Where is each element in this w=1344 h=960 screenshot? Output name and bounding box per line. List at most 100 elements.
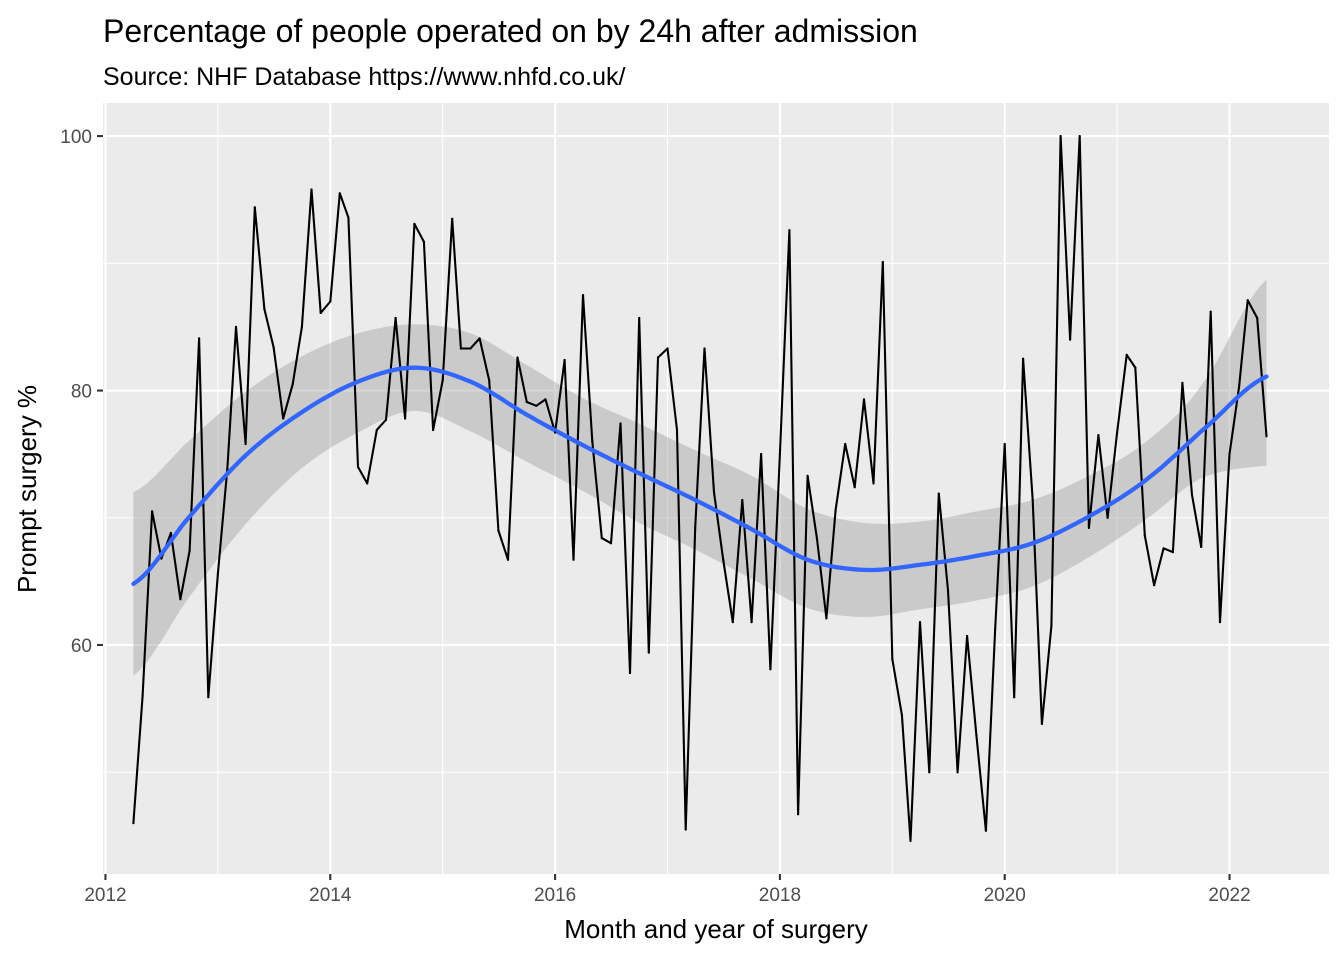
observed-point [928,771,931,774]
y-tick-label: 60 [71,636,92,657]
observed-point [1125,353,1128,356]
observed-point [282,417,285,420]
observed-point [722,558,725,561]
observed-point [1106,516,1109,519]
observed-point [712,491,716,494]
observed-point [600,537,603,540]
observed-point [1040,722,1043,726]
observed-point [750,621,753,624]
observed-point [1246,299,1249,302]
observed-point [1097,434,1100,437]
observed-point [263,308,266,311]
observed-point [1218,621,1222,624]
observed-point [291,383,294,386]
observed-point [384,418,388,421]
observed-point [535,404,538,407]
observed-point [1143,534,1146,537]
observed-point [169,531,172,535]
observed-point [647,651,650,654]
observed-point [563,358,566,362]
observed-point [459,347,462,350]
observed-point [1153,584,1156,587]
observed-point [432,428,435,432]
observed-point [1162,547,1165,550]
observed-point [506,558,510,561]
observed-point [300,325,303,328]
observed-point [253,206,256,209]
observed-points [132,135,1268,843]
observed-point [216,572,219,575]
observed-point [179,598,182,601]
observed-point [769,668,772,671]
observed-point [703,347,706,350]
observed-point [310,188,313,191]
observed-point [554,431,557,434]
observed-point [872,482,875,485]
observed-point [516,356,519,359]
observed-point [984,829,988,832]
observed-series-line [132,135,1268,842]
observed-point [272,346,275,349]
observed-point [853,486,856,489]
observed-point [478,337,481,340]
observed-point [338,192,341,195]
observed-point [525,400,528,404]
observed-point [1200,545,1203,549]
observed-point [226,467,229,470]
x-tick-label: 2022 [1208,885,1250,906]
observed-point [918,621,922,624]
observed-point [1190,493,1194,496]
observed-point [488,379,491,382]
observed-point [937,492,940,495]
observed-point [1013,696,1016,699]
observed-point [966,635,969,638]
observed-point [694,526,697,530]
observed-point [844,442,847,446]
observed-point [319,311,322,314]
x-tick-label: 2016 [534,885,576,906]
observed-point [188,549,191,552]
observed-point [1031,498,1034,502]
y-axis: 60 80 100 [60,127,103,657]
observed-point [198,337,201,340]
observed-point [422,240,425,243]
observed-point [994,627,997,630]
major-gridlines [103,103,1329,874]
observed-point [684,828,687,831]
observed-point [375,428,378,432]
observed-point [451,217,454,220]
observed-point [628,671,632,675]
observed-point [619,422,622,425]
x-tick-label: 2012 [84,885,126,906]
observed-point [956,771,959,774]
observed-point [366,482,369,485]
smooth-trend-line [131,365,1269,587]
observed-point [1209,310,1212,313]
observed-point [497,529,500,532]
observed-point [1238,385,1241,388]
plot-panel [103,103,1329,874]
observed-point [1059,135,1062,138]
chart-title: Percentage of people operated on by 24h … [103,13,918,49]
observed-point [731,621,734,624]
observed-point [244,442,247,446]
observed-point [1134,366,1137,369]
observed-point [544,398,547,401]
observed-point [207,696,210,699]
observed-point [1087,526,1090,530]
y-tick-label: 100 [60,127,92,148]
observed-point [975,734,978,737]
observed-point [675,428,679,432]
observed-point [347,216,350,219]
observed-point [946,589,950,592]
observed-point [404,417,407,420]
confidence-band [133,279,1267,676]
observed-point [825,617,828,620]
observed-point [834,509,837,512]
observed-point [591,440,594,443]
chart-subtitle: Source: NHF Database https://www.nhfd.co… [103,63,626,91]
observed-point [1050,624,1053,628]
observed-point [394,316,397,320]
observed-point [1228,453,1231,456]
